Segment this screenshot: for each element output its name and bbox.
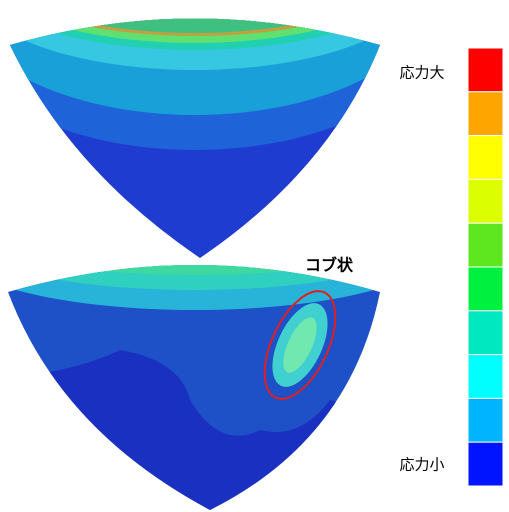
legend-swatch: [468, 442, 503, 486]
upper-model: [0, 0, 455, 270]
legend-swatch: [468, 179, 503, 223]
legend-swatch: [468, 355, 503, 399]
legend: [468, 48, 503, 486]
annotation: コブ状: [305, 256, 354, 275]
legend-swatch: [468, 267, 503, 311]
legend-swatch: [468, 92, 503, 136]
legend-swatch: [468, 48, 503, 92]
legend-low-label: 応力小: [399, 456, 444, 474]
legend-swatch: [468, 136, 503, 180]
legend-swatch: [468, 311, 503, 355]
legend-swatch: [468, 223, 503, 267]
legend-high-label: 応力大: [399, 64, 444, 82]
legend-swatch: [468, 398, 503, 442]
figure: コブ状 応力大 応力小: [0, 0, 509, 512]
